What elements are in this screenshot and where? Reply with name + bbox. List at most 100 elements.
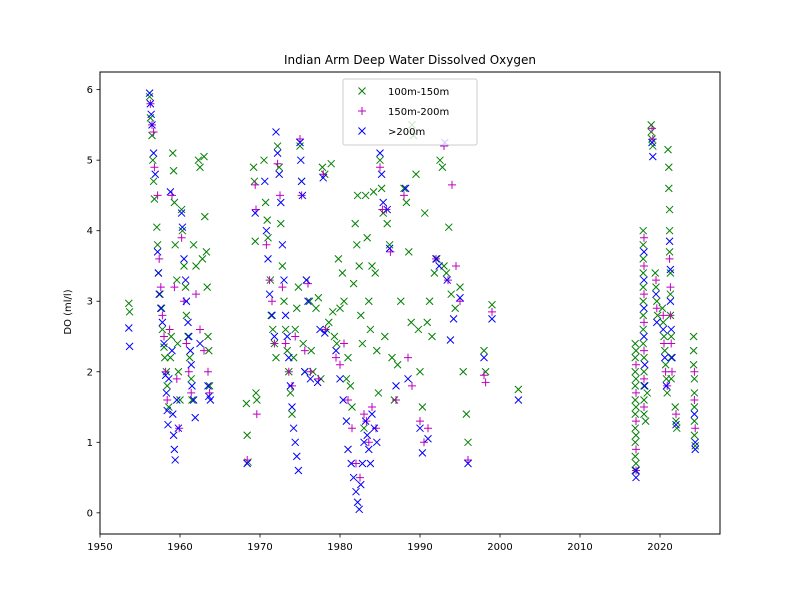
data-point [358,339,367,348]
data-point [171,240,180,249]
data-point [416,417,424,426]
legend-label: 100m-150m [388,87,449,98]
data-point [177,209,186,217]
data-point [639,339,648,348]
data-point [632,346,640,355]
data-point [158,325,167,334]
data-point [443,276,452,284]
data-point [383,205,392,214]
data-point [428,332,436,341]
data-point [452,261,460,270]
data-point [147,110,156,119]
data-point [631,396,640,404]
data-point [691,424,700,433]
data-point [640,403,648,412]
data-point [204,382,212,390]
data-point [648,138,656,147]
data-point [376,149,384,157]
data-point [196,325,204,334]
data-point [273,142,282,150]
data-point [200,346,208,355]
data-point [348,424,356,433]
data-point [665,248,674,256]
data-point [640,374,648,383]
data-point [667,339,676,348]
data-point [306,367,315,376]
data-point [423,318,432,327]
data-point [155,290,164,299]
data-point [265,290,274,299]
data-point [149,127,158,136]
legend-marker [358,107,366,115]
data-point [690,431,699,440]
data-point [194,156,203,165]
data-point [174,424,183,433]
data-point [170,198,179,207]
data-point [168,191,176,200]
data-point [668,367,676,376]
x-tick-label: 1990 [407,542,432,553]
data-point [640,261,648,270]
data-point [352,459,360,468]
data-point [660,339,668,348]
data-point [172,396,181,404]
legend-label: >200m [388,127,425,138]
data-point [262,240,271,249]
series-0 [124,92,700,475]
data-point [327,159,336,168]
data-point [166,188,175,196]
data-point [204,367,212,376]
data-point [243,455,252,464]
data-point [420,438,428,447]
data-point [639,240,648,249]
data-point [149,149,158,157]
y-tick-label: 6 [87,85,93,96]
data-point [355,262,364,270]
data-point [265,276,274,285]
data-point [376,156,384,165]
data-point [145,89,154,98]
data-point [632,431,640,440]
data-point [160,353,169,362]
data-point [276,191,284,200]
data-point [449,315,458,323]
data-point [163,382,172,390]
data-point [659,325,668,334]
data-point [438,163,447,172]
data-point [150,163,159,172]
data-point [488,300,496,309]
data-point [176,396,184,404]
data-point [379,198,388,207]
data-point [181,283,190,291]
data-point [251,237,260,246]
plot-area [124,89,700,514]
data-point [631,410,640,418]
data-point [436,156,444,165]
data-point [351,219,360,228]
data-point [280,297,288,306]
legend: 100m-150m 150m-200m >200m [342,78,478,146]
data-point [408,381,416,390]
data-point [324,318,333,327]
data-point [392,395,400,404]
data-point [180,255,188,263]
data-point [187,360,196,369]
data-point [165,325,174,334]
data-point [640,304,648,313]
data-point [667,325,676,334]
data-point [480,371,488,380]
data-point [160,339,168,348]
data-point [291,332,300,341]
data-point [184,318,192,327]
data-point [192,262,200,270]
data-point [376,163,384,172]
data-point [360,424,368,433]
data-point [361,191,370,200]
data-point [407,318,416,327]
data-point [640,382,649,390]
data-point [640,396,648,404]
data-point [292,304,301,313]
data-point [320,329,329,337]
data-point [251,180,260,189]
data-point [164,374,173,383]
